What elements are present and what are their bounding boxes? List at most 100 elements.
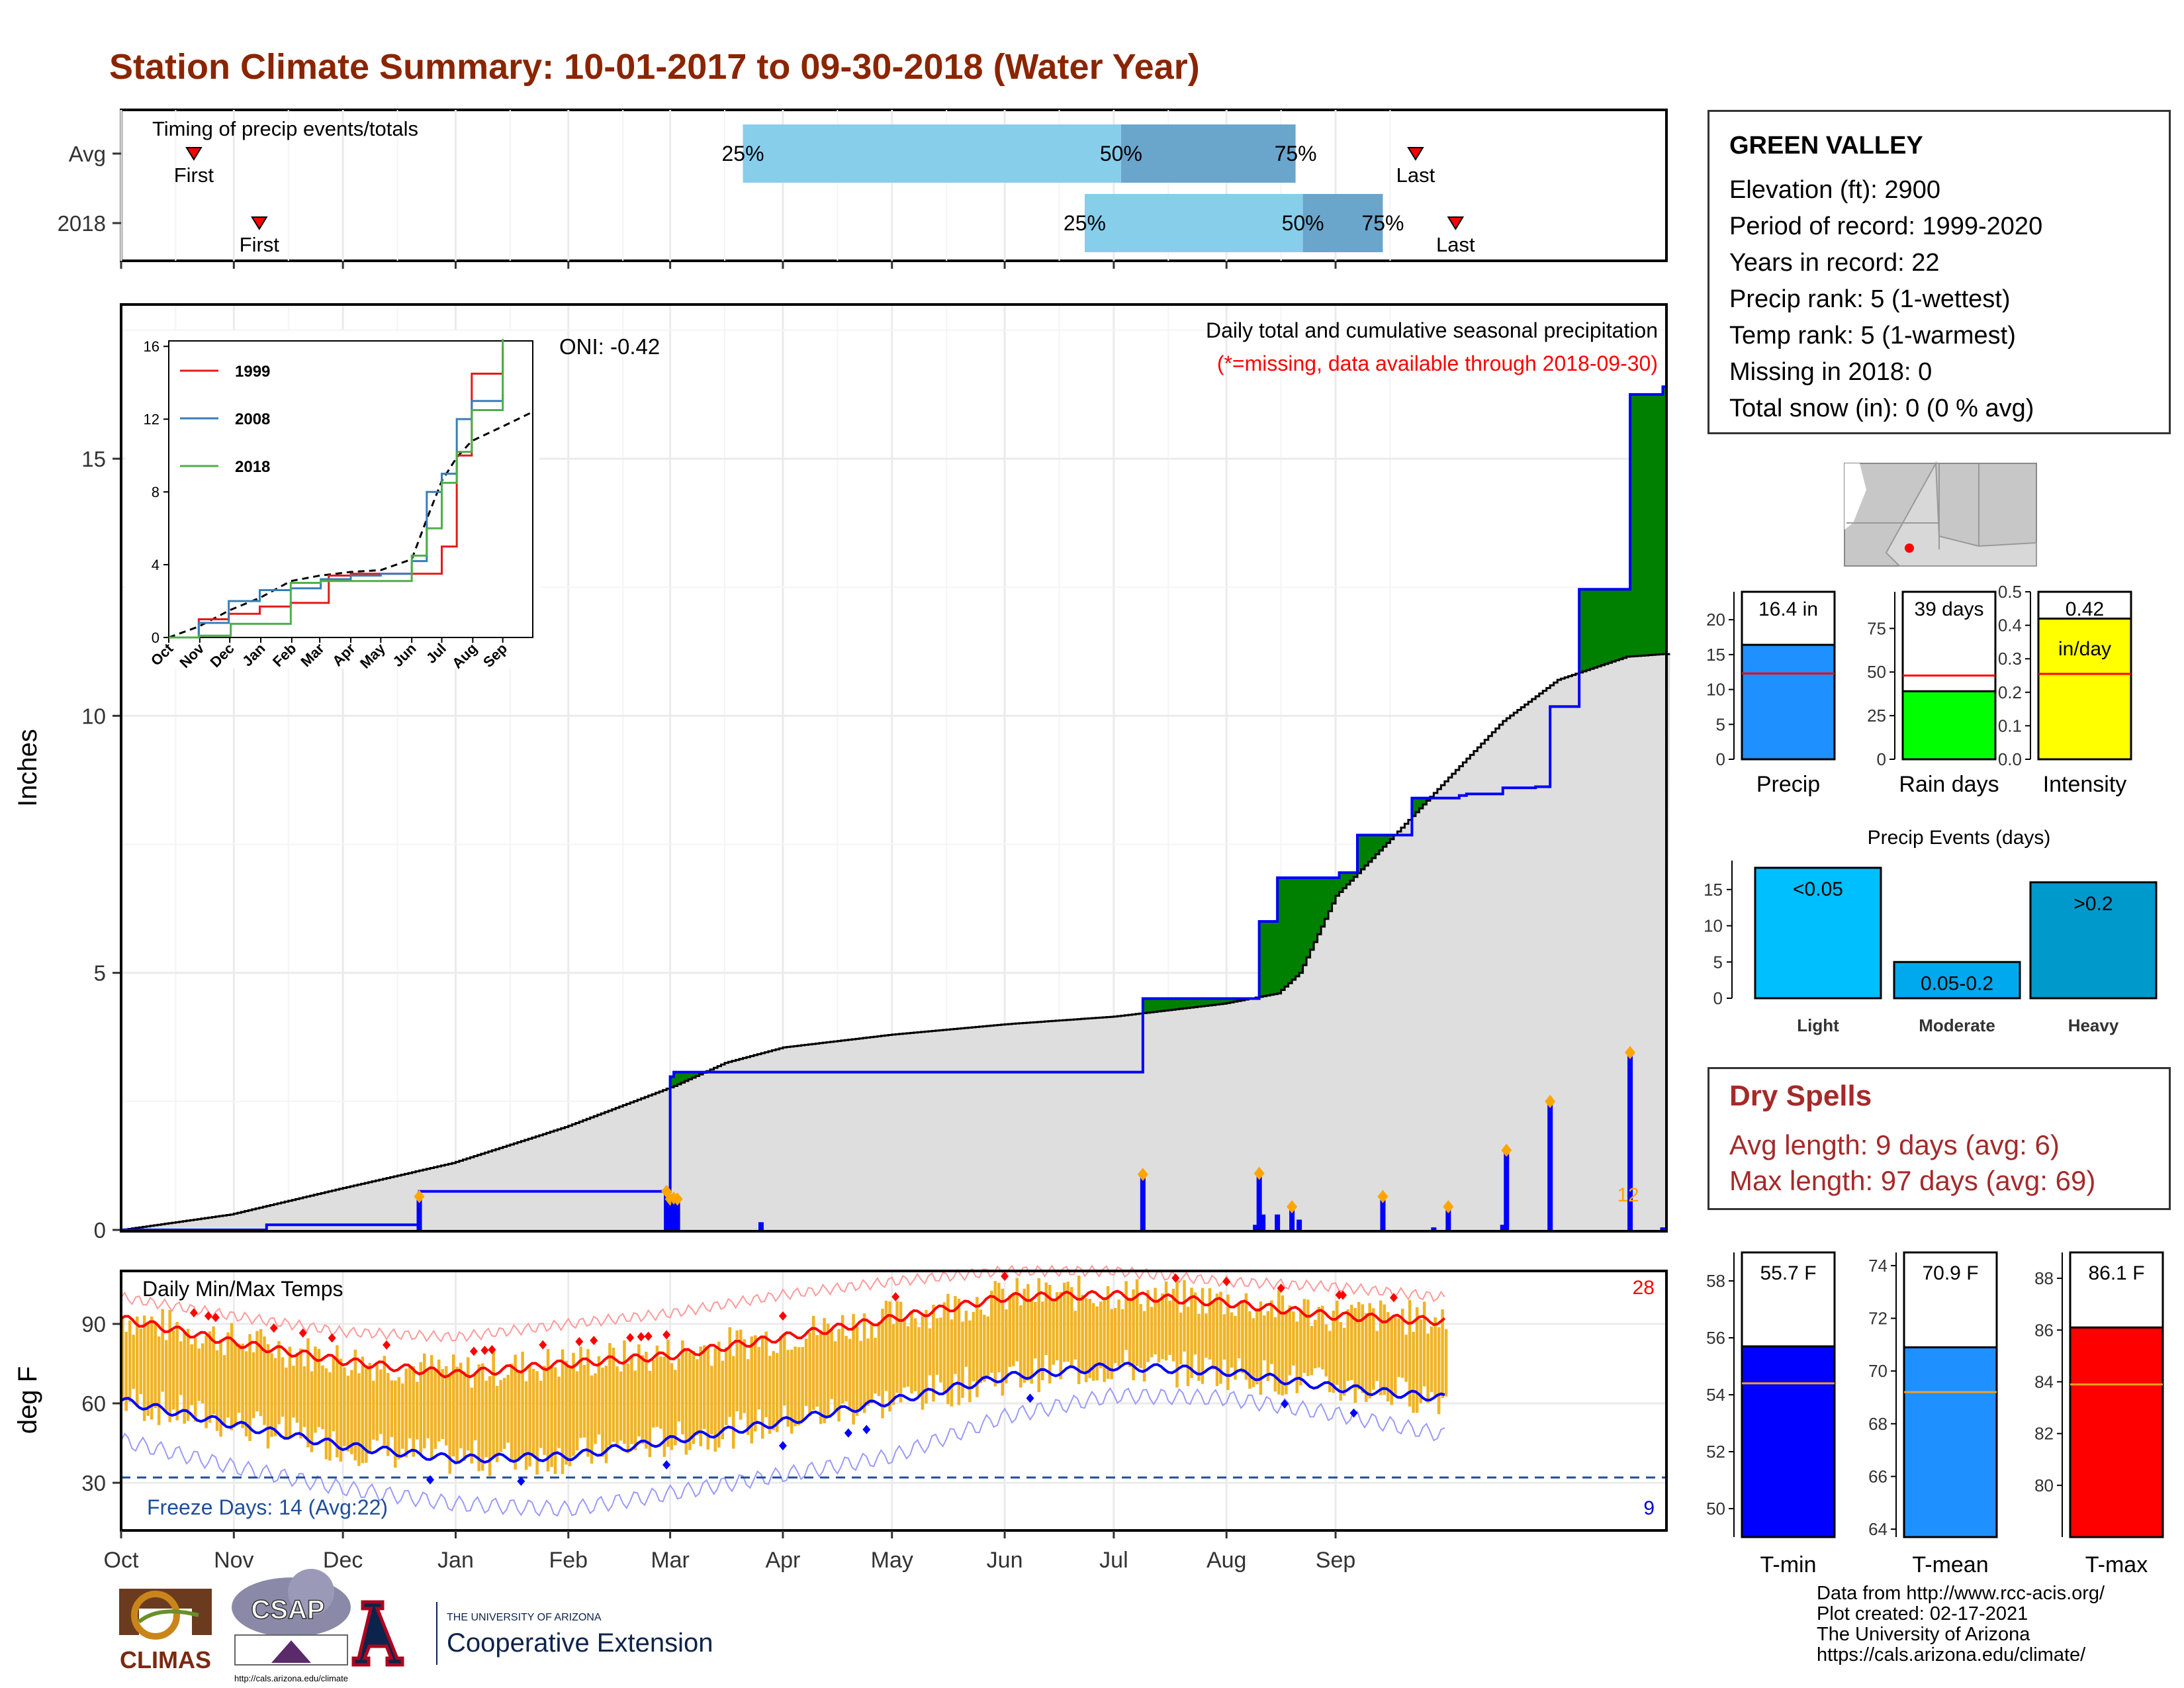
daily-temp-range [539, 1380, 543, 1448]
daily-temp-range [779, 1336, 782, 1422]
record-high-marker [211, 1313, 220, 1323]
daily-precip-bar [758, 1222, 764, 1230]
daily-temp-range [1339, 1322, 1343, 1401]
daily-temp-range [1222, 1314, 1226, 1360]
surplus-area [1641, 394, 1645, 656]
daily-temp-range [1084, 1298, 1088, 1382]
daily-temp-range [295, 1352, 299, 1423]
surplus-area [1292, 877, 1297, 980]
daily-precip-bar [1445, 1207, 1451, 1230]
daily-temp-range [1168, 1300, 1171, 1355]
inset-ytick-label: 16 [144, 338, 159, 355]
surplus-area [696, 1072, 700, 1076]
daily-temp-range [135, 1316, 139, 1407]
temp-summary-label: T-max [2085, 1552, 2148, 1577]
daily-temp-range [830, 1329, 833, 1399]
surplus-area [1586, 589, 1591, 671]
daily-temp-range [794, 1346, 797, 1427]
station-temp-rank: Temp rank: 5 (1-warmest) [1729, 322, 2016, 350]
daily-temp-range [1037, 1278, 1041, 1393]
daily-temp-range [1048, 1285, 1052, 1383]
summary-ytick-label: 25 [1867, 706, 1886, 726]
daily-temp-range [251, 1352, 255, 1419]
timing-p50-label: 50% [1100, 142, 1142, 165]
daily-temp-range [1244, 1293, 1248, 1380]
temp-ylabel: deg F [13, 1366, 42, 1434]
temp-summary-ytick-label: 66 [1868, 1466, 1888, 1486]
temp-ytick-label: 90 [81, 1312, 106, 1336]
daily-temp-range [1241, 1300, 1244, 1374]
daily-temp-range [448, 1374, 451, 1474]
daily-temp-range [997, 1282, 1001, 1373]
daily-temp-range [1183, 1280, 1186, 1352]
inset-ytick-label: 4 [152, 557, 159, 573]
daily-temp-range [484, 1380, 488, 1458]
surplus-area [1659, 394, 1664, 655]
temp-summary-label: T-mean [1912, 1552, 1988, 1577]
surplus-area [1662, 387, 1667, 655]
summary-ytick-label: 0 [1877, 749, 1886, 769]
temp-summary-ytick-label: 64 [1868, 1519, 1888, 1539]
daily-temp-range [248, 1334, 251, 1441]
temp-summary-bar [2069, 1326, 2164, 1538]
daily-temp-range [1205, 1313, 1208, 1358]
daily-temp-range [801, 1346, 804, 1422]
daily-temp-range [1255, 1308, 1259, 1385]
daily-temp-range [1212, 1301, 1215, 1370]
daily-temp-range [168, 1309, 171, 1423]
daily-temp-range [524, 1381, 528, 1470]
daily-temp-range [786, 1350, 790, 1427]
daily-temp-range [433, 1370, 437, 1449]
daily-precip-bar [1547, 1101, 1553, 1230]
record-high-marker [590, 1336, 598, 1345]
daily-temp-range [492, 1352, 495, 1458]
daily-temp-range [1201, 1288, 1205, 1384]
daily-temp-range [590, 1375, 594, 1464]
record-high-marker [1222, 1277, 1231, 1286]
daily-temp-range [913, 1318, 917, 1391]
daily-temp-range [1371, 1308, 1375, 1390]
surplus-area [1379, 835, 1384, 851]
precip-event-bar [2029, 881, 2158, 1000]
daily-temp-range [884, 1300, 888, 1391]
daily-temp-range [772, 1351, 775, 1430]
record-low-marker [426, 1475, 434, 1485]
daily-temp-range [281, 1357, 285, 1417]
daily-temp-range [1161, 1293, 1164, 1360]
summary-bar-value [1741, 643, 1836, 761]
record-low-marker [1349, 1408, 1358, 1418]
daily-temp-range [397, 1377, 401, 1460]
daily-temp-range [877, 1321, 881, 1397]
record-high-marker [1001, 1272, 1009, 1281]
daily-temp-range [932, 1304, 935, 1402]
month-label: May [871, 1548, 913, 1573]
daily-temp-range [164, 1340, 168, 1413]
daily-temp-range [1146, 1290, 1150, 1362]
daily-temp-range [1336, 1300, 1339, 1385]
daily-temp-range [1113, 1307, 1117, 1363]
daily-temp-range [328, 1372, 332, 1461]
daily-temp-range [1390, 1319, 1393, 1405]
daily-temp-range [666, 1339, 670, 1447]
daily-temp-range [1277, 1289, 1281, 1395]
daily-temp-range [891, 1324, 895, 1405]
surplus-area [1234, 998, 1238, 1002]
month-label: Jun [987, 1548, 1023, 1573]
surplus-area [1205, 998, 1209, 1006]
daily-temp-range [626, 1363, 630, 1454]
daily-temp-range [132, 1335, 135, 1389]
surplus-area [1288, 877, 1293, 984]
daily-precip-bar [664, 1191, 670, 1230]
station-snow: Total snow (in): 0 (0 % avg) [1729, 395, 2034, 422]
daily-temp-range [623, 1340, 626, 1444]
daily-temp-range [1361, 1304, 1364, 1393]
daily-temp-range [553, 1367, 557, 1474]
daily-temp-range [387, 1372, 390, 1456]
precip-event-value-label: <0.05 [1793, 878, 1843, 900]
daily-temp-range [1052, 1300, 1055, 1365]
surplus-area [692, 1072, 696, 1078]
daily-temp-range [990, 1290, 993, 1373]
daily-precip-marker [1287, 1200, 1298, 1214]
record-high-marker [480, 1345, 489, 1355]
daily-temp-range [986, 1316, 990, 1379]
